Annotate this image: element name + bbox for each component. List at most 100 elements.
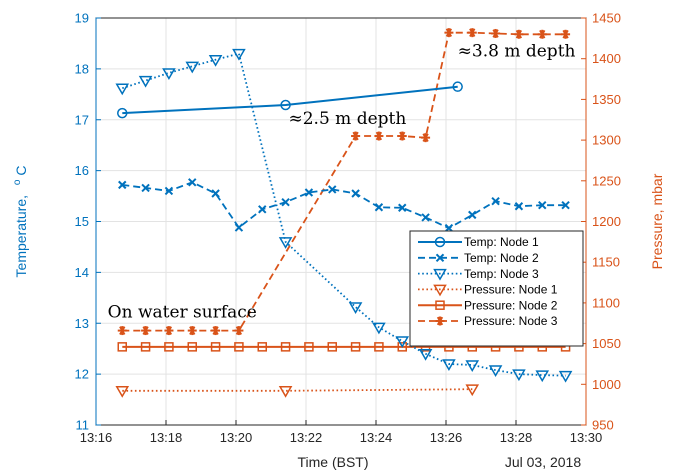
asterisk-marker bbox=[117, 326, 127, 336]
circle-marker bbox=[434, 236, 446, 248]
x-marker bbox=[188, 178, 197, 187]
series-line bbox=[122, 52, 566, 377]
y-axis-left-label-unit: C bbox=[13, 166, 29, 176]
series-line bbox=[122, 388, 473, 392]
x-marker bbox=[281, 197, 290, 207]
series-temp-node-1 bbox=[117, 81, 463, 119]
x-marker bbox=[444, 223, 454, 233]
asterisk-marker bbox=[561, 29, 571, 39]
y-left-tick-label: 16 bbox=[75, 163, 89, 178]
grid-lines bbox=[95, 17, 587, 426]
x-marker bbox=[398, 203, 407, 212]
x-marker bbox=[514, 202, 524, 211]
asterisk-marker bbox=[211, 326, 221, 336]
triangle-marker bbox=[232, 48, 246, 61]
triangle-marker bbox=[512, 369, 526, 382]
x-marker bbox=[211, 189, 220, 198]
triangle-marker bbox=[488, 365, 503, 378]
annotations: On water surface ≈2.5 m depth ≈3.8 m depth bbox=[108, 41, 576, 322]
square-marker bbox=[350, 342, 361, 352]
series-pressure-node-1 bbox=[115, 384, 480, 398]
circle-marker bbox=[452, 81, 463, 92]
x-tick-label: 13:26 bbox=[430, 430, 463, 445]
series-line bbox=[122, 181, 566, 230]
series-pressure-node-2 bbox=[117, 342, 571, 352]
asterisk-marker bbox=[467, 28, 477, 38]
asterisk-marker bbox=[351, 131, 361, 141]
legend-item: Pressure: Node 1 bbox=[418, 283, 558, 297]
legend-label: Temp: Node 1 bbox=[464, 235, 539, 249]
x-marker bbox=[491, 196, 500, 206]
series-line bbox=[122, 31, 566, 332]
x-tick-label: 13:30 bbox=[570, 430, 603, 445]
square-marker bbox=[140, 342, 151, 352]
y-left-tick-label: 13 bbox=[75, 316, 89, 331]
x-marker bbox=[561, 201, 570, 210]
asterisk-marker bbox=[421, 133, 431, 143]
legend-label: Pressure: Node 2 bbox=[464, 298, 558, 312]
x-marker bbox=[141, 183, 150, 193]
legend-label: Temp: Node 2 bbox=[464, 251, 539, 265]
triangle-marker bbox=[395, 336, 410, 349]
series-layer bbox=[115, 28, 573, 398]
x-marker bbox=[234, 223, 244, 232]
triangle-marker bbox=[115, 83, 130, 96]
asterisk-marker bbox=[164, 326, 174, 336]
triangle-marker bbox=[433, 268, 447, 281]
square-marker bbox=[304, 342, 314, 352]
triangle-marker bbox=[162, 68, 176, 80]
x-tick-label: 13:22 bbox=[290, 430, 323, 445]
y-axis-right-label: Pressure, mbar bbox=[649, 173, 665, 269]
y-left-tick-label: 18 bbox=[75, 61, 89, 76]
square-marker bbox=[397, 342, 407, 352]
square-marker bbox=[374, 342, 384, 352]
square-marker bbox=[435, 300, 445, 310]
y-left-tick-label: 19 bbox=[75, 11, 89, 26]
y-left-tick-label: 11 bbox=[76, 418, 90, 433]
y-right-tick-label: 1200 bbox=[592, 214, 621, 229]
triangle-marker bbox=[138, 75, 153, 88]
x-marker bbox=[328, 185, 337, 194]
x-marker bbox=[468, 210, 477, 220]
legend: Temp: Node 1 Temp: Node 2 Temp: Node 3 Pres… bbox=[409, 230, 584, 347]
square-marker bbox=[210, 342, 221, 352]
x-tick-label: 13:16 bbox=[80, 430, 113, 445]
circle-marker bbox=[117, 107, 128, 119]
x-marker bbox=[164, 186, 174, 196]
series-pressure-node-3 bbox=[117, 28, 571, 336]
y-right-tick-label: 1150 bbox=[592, 255, 620, 270]
triangle-marker bbox=[418, 349, 433, 361]
triangle-marker bbox=[278, 237, 293, 249]
asterisk-marker bbox=[141, 326, 151, 336]
triangle-marker bbox=[208, 54, 223, 67]
series-line bbox=[122, 85, 458, 115]
square-marker bbox=[257, 342, 267, 352]
x-marker bbox=[435, 253, 445, 263]
x-tick-label: 13:20 bbox=[220, 430, 253, 445]
y-axis-left-label: Temperature, o C bbox=[12, 166, 29, 278]
y-right-tick-label: 1350 bbox=[592, 92, 621, 107]
date-label: Jul 03, 2018 bbox=[505, 454, 581, 470]
y-right-tick-label: 1050 bbox=[592, 336, 621, 351]
square-marker bbox=[187, 342, 197, 352]
square-marker bbox=[280, 342, 291, 352]
x-tick-label: 13:18 bbox=[150, 430, 183, 445]
y-left-tick-label: 15 bbox=[75, 214, 89, 229]
x-marker bbox=[351, 189, 360, 198]
square-marker bbox=[327, 342, 337, 352]
y-right-tick-label: 1450 bbox=[592, 11, 621, 26]
series-temp-node-3 bbox=[115, 48, 573, 383]
legend-item: Temp: Node 3 bbox=[418, 267, 539, 281]
asterisk-marker bbox=[397, 131, 407, 141]
triangle-marker bbox=[115, 386, 130, 398]
square-marker bbox=[234, 342, 244, 352]
asterisk-marker bbox=[444, 28, 454, 38]
x-axis-label: Time (BST) bbox=[297, 454, 368, 470]
annotation-text: ≈3.8 m depth bbox=[458, 41, 576, 61]
asterisk-marker bbox=[234, 326, 244, 336]
asterisk-marker bbox=[491, 28, 501, 38]
triangle-marker bbox=[348, 302, 363, 314]
y-right-tick-label: 950 bbox=[592, 418, 614, 433]
y-left-tick-label: 17 bbox=[75, 112, 89, 127]
